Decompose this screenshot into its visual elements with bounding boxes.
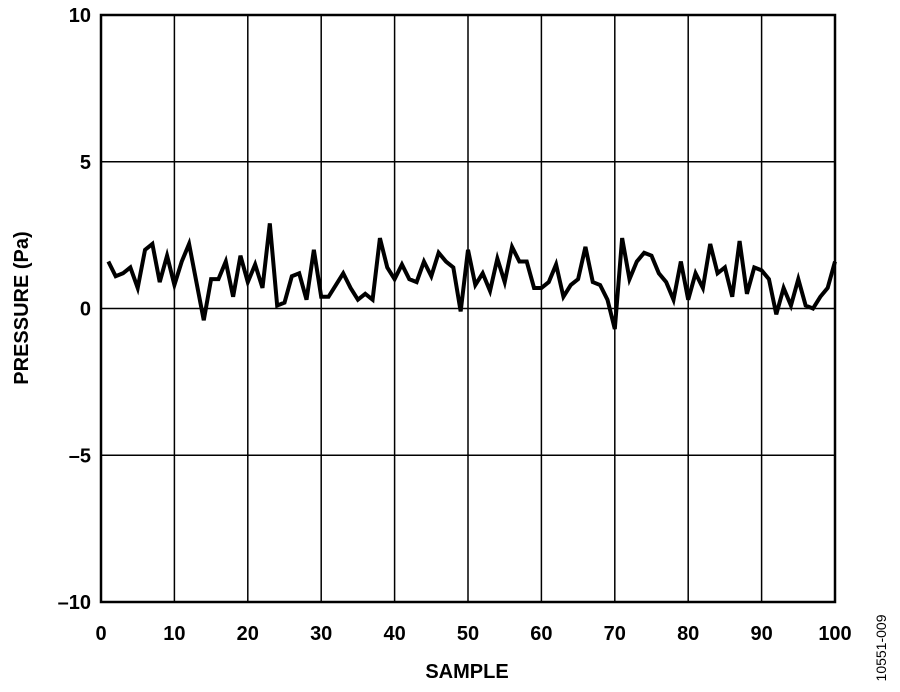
y-tick-label: 10: [69, 5, 91, 27]
x-tick-label: 20: [237, 623, 259, 645]
x-tick-label: 80: [677, 623, 699, 645]
x-tick-label: 90: [750, 623, 772, 645]
x-tick-label: 30: [310, 623, 332, 645]
x-axis-title: SAMPLE: [425, 661, 508, 683]
x-tick-label: 50: [457, 623, 479, 645]
y-tick-label: 5: [80, 152, 91, 174]
x-tick-label: 100: [818, 623, 851, 645]
y-tick-label: –5: [69, 445, 91, 467]
data-line: [106, 223, 837, 330]
x-tick-label: 10: [163, 623, 185, 645]
y-tick-label: 0: [80, 299, 91, 321]
x-tick-label: 70: [604, 623, 626, 645]
x-tick-label: 0: [95, 623, 106, 645]
figure-id: 10551-009: [873, 614, 889, 681]
plot-frame: [99, 13, 837, 604]
y-axis-title: PRESSURE (Pa): [11, 231, 33, 384]
x-tick-label: 40: [383, 623, 405, 645]
y-tick-label: –10: [58, 592, 91, 614]
x-tick-label: 60: [530, 623, 552, 645]
